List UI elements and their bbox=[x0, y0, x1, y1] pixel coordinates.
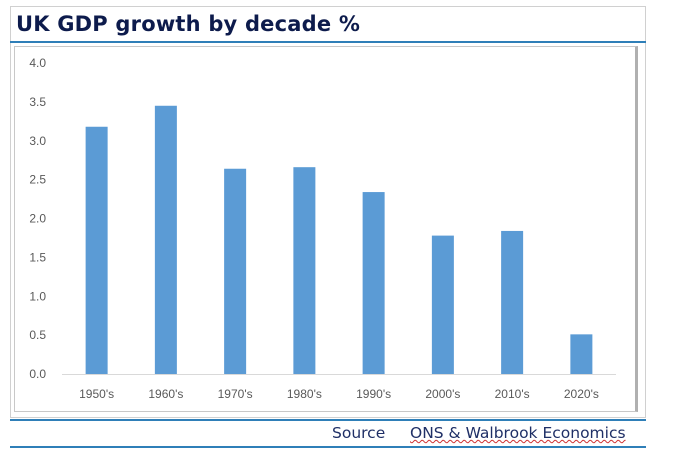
bar bbox=[501, 230, 524, 374]
footer-rule-top bbox=[10, 419, 646, 421]
y-tick-label: 1.5 bbox=[29, 250, 46, 264]
x-tick-label: 1990's bbox=[356, 387, 391, 401]
y-tick-label: 2.5 bbox=[29, 173, 46, 187]
x-tick-label: 2010's bbox=[495, 387, 530, 401]
footer-rule-bottom bbox=[10, 446, 646, 448]
x-tick-label: 1970's bbox=[218, 387, 253, 401]
y-tick-label: 4.0 bbox=[29, 56, 46, 70]
bar bbox=[224, 168, 247, 374]
bar bbox=[362, 192, 385, 374]
x-tick-label: 2000's bbox=[425, 387, 460, 401]
y-tick-label: 3.5 bbox=[29, 95, 46, 109]
x-tick-label: 1980's bbox=[287, 387, 322, 401]
bar bbox=[570, 334, 593, 374]
y-tick-label: 2.0 bbox=[29, 212, 46, 226]
source-text: ONS & Walbrook Economics bbox=[410, 424, 626, 442]
source-label: Source bbox=[332, 424, 386, 442]
title-rule bbox=[10, 41, 646, 43]
x-tick-label: 1950's bbox=[79, 387, 114, 401]
x-tick-label: 1960's bbox=[148, 387, 183, 401]
x-tick-label: 2020's bbox=[564, 387, 599, 401]
y-tick-label: 1.0 bbox=[29, 289, 46, 303]
bar bbox=[431, 235, 454, 374]
chart-title: UK GDP growth by decade % bbox=[16, 12, 361, 36]
source-value: ONS & Walbrook Economics bbox=[410, 424, 626, 442]
y-tick-label: 3.0 bbox=[29, 134, 46, 148]
bar bbox=[293, 167, 316, 374]
y-tick-label: 0.0 bbox=[29, 367, 46, 381]
y-tick-label: 0.5 bbox=[29, 328, 46, 342]
plot-frame bbox=[14, 46, 638, 412]
chart-frame bbox=[10, 6, 646, 418]
bar bbox=[154, 105, 177, 374]
bar bbox=[85, 126, 108, 374]
